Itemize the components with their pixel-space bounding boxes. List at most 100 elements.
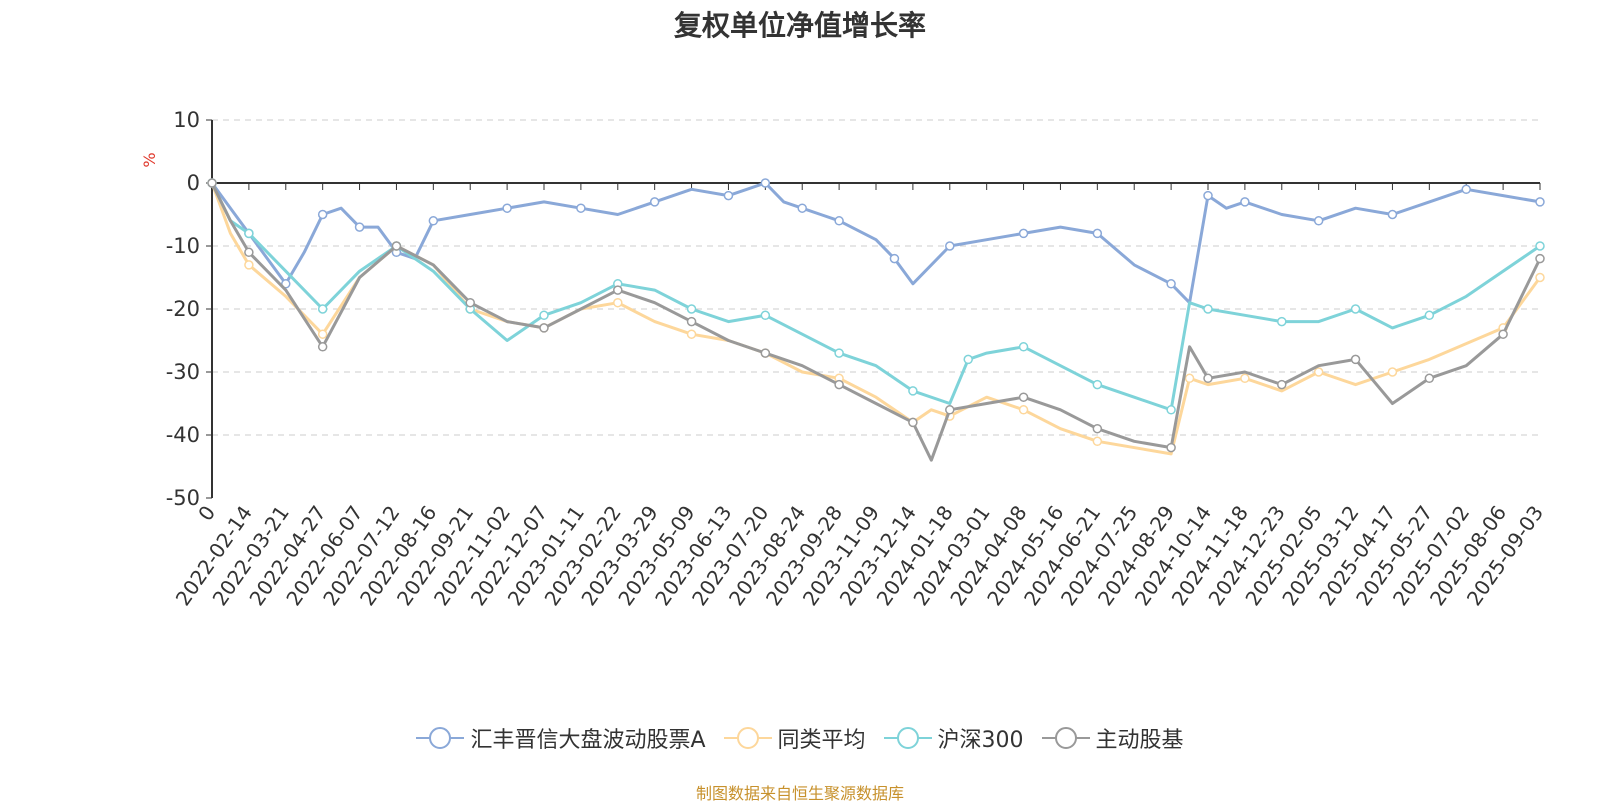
legend-item[interactable]: 沪深300 [883,722,1024,754]
data-point[interactable] [1203,190,1213,201]
y-tick-label: 10 [173,108,200,132]
series-group [207,178,1545,415]
data-point[interactable] [317,304,328,314]
data-point[interactable] [908,417,918,428]
data-point[interactable] [1350,354,1361,365]
legend-label: 沪深300 [937,728,1024,753]
data-point[interactable] [1166,442,1176,453]
y-axis-unit-label: % [140,152,159,167]
data-point[interactable] [317,329,328,339]
data-point[interactable] [686,329,697,339]
series-line [210,182,1542,456]
source-note: 制图数据来自恒生聚源数据库 [695,784,904,803]
legend-label: 主动股基 [1095,728,1184,753]
data-point[interactable] [1203,304,1213,314]
y-tick-label: -40 [166,423,200,447]
series-lines [207,178,1545,462]
data-point[interactable] [945,405,955,415]
data-point[interactable] [963,354,973,365]
data-point[interactable] [1424,310,1435,321]
series-line [210,181,1541,305]
series-line [210,182,1541,412]
data-point[interactable] [1535,253,1545,264]
series-group [207,178,1545,305]
data-point[interactable] [1018,342,1029,352]
data-point[interactable] [281,279,291,289]
data-point[interactable] [834,379,844,390]
data-point[interactable] [428,216,439,226]
line-chart: 100-10-20-30-40-5002022-02-142022-03-212… [140,108,1548,610]
data-point[interactable] [613,297,623,308]
data-point[interactable] [244,228,254,239]
data-point[interactable] [1277,316,1287,327]
data-point[interactable] [465,297,475,308]
data-point[interactable] [1535,197,1545,207]
data-point[interactable] [723,190,734,201]
grid-lines [212,119,1540,436]
series-group [207,178,1545,456]
data-point[interactable] [797,203,807,213]
legend-marker-icon [1041,727,1090,749]
data-point[interactable] [1313,216,1324,226]
data-point[interactable] [1240,373,1250,384]
data-point[interactable] [686,316,697,327]
data-point[interactable] [1424,373,1435,384]
legend-item[interactable]: 同类平均 [723,722,866,754]
data-point[interactable] [539,310,549,321]
legend-item[interactable]: 汇丰晋信大盘波动股票A [416,722,706,754]
legend-marker-icon [723,727,772,749]
legend-marker-icon [416,727,465,749]
y-tick-label: -10 [166,234,200,258]
y-tick-label: -30 [166,360,200,384]
data-point[interactable] [576,203,586,213]
data-point[interactable] [502,203,512,213]
data-point[interactable] [1461,184,1471,195]
data-point[interactable] [760,310,771,321]
y-tick-label: 0 [187,171,200,195]
data-point[interactable] [1387,367,1398,377]
data-point[interactable] [1092,379,1103,390]
data-point[interactable] [1535,241,1545,251]
data-point[interactable] [1166,279,1176,289]
data-point[interactable] [1535,272,1545,283]
data-point[interactable] [1092,423,1103,434]
legend-item[interactable]: 主动股基 [1041,722,1184,754]
data-point[interactable] [354,222,365,232]
chart-legend: 汇丰晋信大盘波动股票A 同类平均 沪深300 主动股基 [0,722,1600,756]
data-point[interactable] [244,260,254,270]
data-point[interactable] [1313,367,1324,377]
data-point[interactable] [1240,197,1250,207]
data-point[interactable] [760,348,771,358]
data-point[interactable] [613,285,623,295]
data-point[interactable] [1018,392,1029,402]
data-point[interactable] [834,348,844,358]
data-point[interactable] [1092,228,1103,239]
data-point[interactable] [1277,379,1287,390]
data-point[interactable] [1203,373,1213,384]
data-point[interactable] [391,241,402,251]
data-point[interactable] [317,209,328,220]
data-point[interactable] [686,304,697,314]
data-point[interactable] [1018,228,1029,239]
x-tick-label: 0 [193,501,220,525]
data-point[interactable] [1166,405,1176,415]
legend-label: 同类平均 [777,728,866,753]
data-point[interactable] [1350,304,1361,314]
data-point[interactable] [244,247,254,258]
data-point[interactable] [889,253,900,264]
data-point[interactable] [1387,209,1398,220]
data-point[interactable] [945,241,955,251]
data-point[interactable] [834,216,844,226]
legend-label: 汇丰晋信大盘波动股票A [470,728,706,753]
data-point[interactable] [1018,405,1029,415]
data-point[interactable] [908,386,918,396]
data-point[interactable] [1184,373,1195,384]
data-point[interactable] [1092,436,1103,447]
data-point[interactable] [649,197,660,207]
data-point[interactable] [207,178,217,188]
series-line [210,182,1542,462]
data-point[interactable] [317,342,328,352]
data-point[interactable] [539,323,549,333]
data-point[interactable] [1498,329,1508,339]
data-point[interactable] [760,178,771,188]
